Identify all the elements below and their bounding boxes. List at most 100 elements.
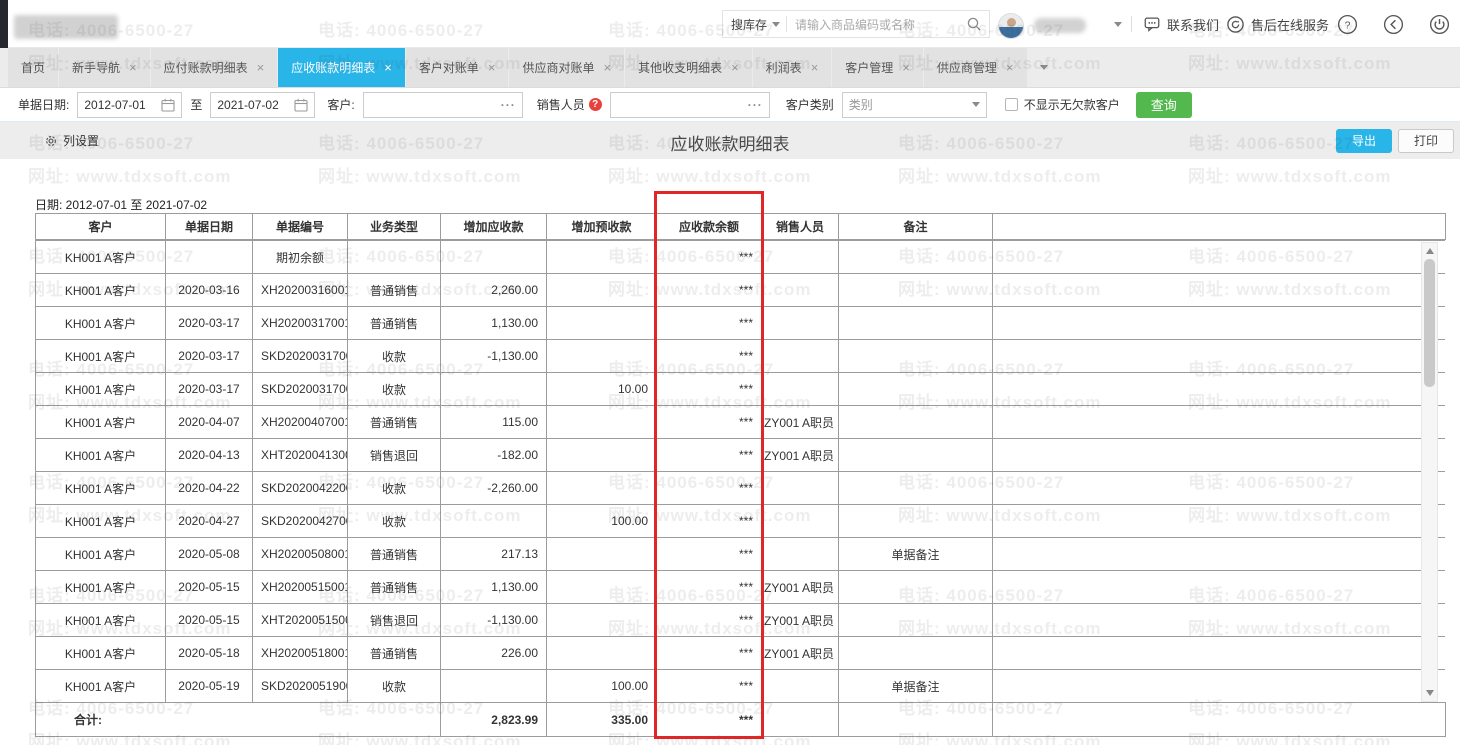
cell-1: 2020-04-13 (165, 438, 253, 472)
customer-label: 客户: (327, 98, 355, 112)
export-button[interactable]: 导出 (1336, 129, 1392, 153)
tab-close-icon[interactable]: × (810, 60, 819, 75)
cell-6: *** (656, 306, 762, 340)
table-row-9[interactable]: KH001 A客户 2020-05-08 XH20200508001 普通销售 217.… (35, 537, 1445, 571)
cell-2: XH20200518001 (252, 636, 348, 670)
tab-item-5[interactable]: 供应商对账单 × (509, 48, 625, 87)
date-to-label: 至 (190, 98, 203, 112)
tab-close-icon[interactable]: × (603, 60, 612, 75)
tab-close-icon[interactable]: × (731, 60, 739, 75)
tab-close-icon[interactable]: × (902, 60, 910, 75)
cell-0: KH001 A客户 (35, 504, 166, 538)
help-button[interactable]: ? (1337, 14, 1358, 35)
table-row-0[interactable]: KH001 A客户 期初余额 *** (35, 240, 1445, 274)
tab-item-0[interactable]: 首页 (8, 48, 59, 87)
calendar-icon[interactable] (294, 98, 308, 112)
salesperson-input[interactable]: ··· (609, 91, 770, 118)
table-row-10[interactable]: KH001 A客户 2020-05-15 XH20200515001 普通销售 1,13… (35, 570, 1445, 604)
scrollbar-thumb[interactable] (1424, 259, 1435, 387)
header-row: 客户 单据日期 单据编号 业务类型 增加应收款 增加预收款 应收款余额 销售人员 备注 (35, 213, 1446, 240)
tab-item-9[interactable]: 供应商管理 × (923, 48, 1027, 87)
cell-8 (838, 570, 993, 604)
column-settings-button[interactable]: 列设置 (44, 132, 99, 149)
cell-5: 100.00 (546, 504, 657, 538)
after-sales-service-button[interactable]: 售后在线服务 (1226, 0, 1329, 48)
hide-no-debt-checkbox[interactable] (1004, 98, 1018, 111)
table-row-5[interactable]: KH001 A客户 2020-04-07 XH20200407001 普通销售 115.… (35, 405, 1445, 439)
cell-0: KH001 A客户 (35, 273, 166, 307)
search-icon[interactable] (966, 16, 982, 32)
cell-2: XH20200515001 (252, 570, 348, 604)
tab-close-icon[interactable]: × (384, 60, 392, 75)
tab-item-7[interactable]: 利润表 × (752, 48, 832, 87)
cell-3: 普通销售 (347, 306, 441, 340)
cell-7 (761, 669, 839, 702)
tab-item-4[interactable]: 客户对账单 × (405, 48, 509, 87)
product-search-input[interactable]: 请输入商品编码或名称 (795, 17, 916, 32)
cell-2: XH20200317001 (252, 306, 348, 340)
logout-power-button[interactable] (1429, 14, 1450, 35)
table-row-6[interactable]: KH001 A客户2020-04-13XHT20200413001销售退回-18… (35, 438, 1445, 472)
table-row-3[interactable]: KH001 A客户2020-03-17SKD20200317001收款-1,13… (35, 339, 1445, 373)
table-row-2[interactable]: KH001 A客户 2020-03-17 XH20200317001 普通销售 1,13… (35, 306, 1445, 340)
cell-6: *** (656, 669, 762, 702)
cell-filler (992, 273, 1445, 307)
tab-close-icon[interactable]: × (256, 60, 265, 75)
cell-7 (761, 339, 839, 373)
column-header-3: 业务类型 (347, 213, 441, 240)
cell-3: 普通销售 (347, 273, 441, 307)
date-from-value: 2012-07-01 (84, 97, 146, 112)
user-name[interactable] (1034, 18, 1086, 33)
table-row-12[interactable]: KH001 A客户 2020-05-18 XH20200518001 普通销售 226.… (35, 636, 1445, 670)
salesperson-help-icon[interactable]: ? (588, 98, 602, 111)
scroll-up-arrow-icon[interactable] (1426, 248, 1434, 254)
cell-4: 226.00 (440, 636, 547, 670)
calendar-icon[interactable] (161, 98, 175, 112)
back-button[interactable] (1383, 14, 1404, 35)
cell-2: SKD20200317001 (252, 339, 348, 373)
cell-2: SKD20200317002 (252, 372, 348, 406)
tab-item-6[interactable]: 其他收支明细表 × (625, 48, 752, 87)
date-label: 单据日期: (18, 98, 70, 112)
scroll-down-arrow-icon[interactable] (1426, 690, 1434, 696)
cell-4: -2,260.00 (440, 471, 547, 505)
query-button[interactable]: 查询 (1135, 91, 1192, 118)
tab-close-icon[interactable]: × (487, 60, 496, 75)
cell-1: 2020-03-17 (165, 339, 253, 373)
table-row-7[interactable]: KH001 A客户2020-04-22SKD20200422001收款-2,26… (35, 471, 1445, 505)
tab-overflow-dropdown[interactable] (1028, 48, 1060, 87)
cell-1: 2020-04-27 (165, 504, 253, 538)
watermark-url-text: 网址: www.tdxsoft.com (28, 167, 232, 186)
date-from-input[interactable]: 2012-07-01 (77, 91, 183, 118)
cell-6: *** (656, 438, 762, 472)
salesperson-picker-button[interactable]: ··· (747, 97, 763, 112)
print-button[interactable]: 打印 (1398, 129, 1454, 153)
cell-8 (838, 273, 993, 307)
search-scope-dropdown[interactable]: 搜库存 (723, 16, 786, 33)
tab-bar: 首页 新手导航 × 应付账款明细表 × 应收账款明细表 × 客户对账单 × 供应商对账单 × 其他收支… (0, 48, 1460, 88)
tab-item-1[interactable]: 新手导航 × (59, 48, 150, 87)
table-row-11[interactable]: KH001 A客户2020-05-15XHT20200515001销售退回-1,… (35, 603, 1445, 637)
tab-item-8[interactable]: 客户管理 × (832, 48, 923, 87)
tab-close-icon[interactable]: × (1005, 60, 1014, 75)
category-select[interactable]: 类别 (841, 91, 987, 118)
cell-3: 普通销售 (347, 570, 441, 604)
table-scroll-area[interactable]: KH001 A客户 期初余额 *** KH001 A客户 2020-03-16 XH202… (35, 240, 1445, 702)
vertical-scrollbar[interactable] (1421, 242, 1438, 702)
user-avatar[interactable] (998, 13, 1024, 39)
tab-item-3[interactable]: 应收账款明细表 × (278, 48, 405, 87)
cell-3: 收款 (347, 504, 441, 538)
category-value: 类别 (848, 98, 873, 112)
customer-input[interactable]: ··· (362, 91, 523, 118)
tab-item-2[interactable]: 应付账款明细表 × (150, 48, 278, 87)
user-menu-chevron-icon[interactable] (1114, 22, 1122, 27)
contact-us-button[interactable]: 联系我们 (1143, 0, 1219, 48)
date-to-input[interactable]: 2021-07-02 (210, 91, 316, 118)
customer-picker-button[interactable]: ··· (500, 97, 516, 112)
table-body: KH001 A客户 期初余额 *** KH001 A客户 2020-03-16 XH202… (35, 240, 1445, 702)
table-row-1[interactable]: KH001 A客户 2020-03-16 XH20200316001 普通销售 2,26… (35, 273, 1445, 307)
tab-close-icon[interactable]: × (129, 60, 137, 75)
